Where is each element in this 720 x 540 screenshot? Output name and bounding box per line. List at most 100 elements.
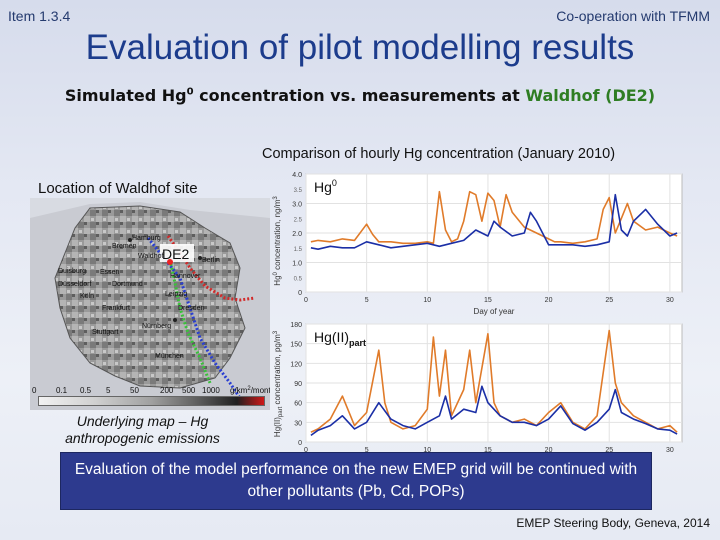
legend-ticks: 0 0.1 0.5 5 50 200 500 1000 g/km2/month <box>32 386 270 395</box>
hgii-title-base: Hg(II) <box>314 329 349 345</box>
city-label: Stuttgart <box>92 329 119 336</box>
legend-unit-period: /month <box>251 386 270 395</box>
subtitle-prefix: Simulated Hg <box>64 86 187 105</box>
legend-unit-superscript: 2 <box>247 386 251 392</box>
hg0-title-superscript: 0 <box>332 178 337 188</box>
city-label: Köln <box>80 293 94 300</box>
legend-tick: 500 <box>182 386 196 395</box>
x-tick-label: 15 <box>484 297 492 304</box>
city-label: Hannover <box>170 273 201 280</box>
hg0-ylabel-unit: 3 <box>273 196 279 200</box>
y-minor-tick-label: 0.5 <box>294 276 303 282</box>
c2-series-modelled <box>310 329 678 433</box>
y-tick-label: 3.0 <box>292 202 302 209</box>
hg0-xlabel: Day of year <box>474 307 515 316</box>
hg0-x-ticks: 0 5 10 15 20 25 30 <box>304 297 674 304</box>
y-tick-label: 4.0 <box>292 172 302 179</box>
x-tick-label: 25 <box>605 297 613 304</box>
hgii-title-subscript: part <box>349 338 366 348</box>
slide-title: Evaluation of pilot modelling results <box>85 28 635 67</box>
x-tick-label: 15 <box>484 447 492 454</box>
hgii-y-ticks: 0 30 60 90 120 150 180 <box>290 322 302 447</box>
subtitle-superscript: 0 <box>186 86 194 98</box>
legend-tick: 5 <box>106 386 111 395</box>
site-name: Waldhof <box>138 253 163 260</box>
legend-unit: g/km2/month <box>230 386 270 395</box>
site-code: DE2 <box>162 246 189 262</box>
x-tick-label: 20 <box>545 297 553 304</box>
x-tick-label: 10 <box>423 447 431 454</box>
c1-series-modelled <box>310 190 678 245</box>
hgii-ylabel-unit: 3 <box>273 330 279 334</box>
city-dot <box>173 318 177 322</box>
footer: EMEP Steering Body, Geneva, 2014 <box>516 516 710 530</box>
hgii-ylabel-base: Hg(II) <box>273 417 282 437</box>
hgii-x-ticks: 0 5 10 15 20 25 30 <box>304 447 674 454</box>
hg0-ylabel-base: Hg <box>273 275 282 285</box>
hg0-chart: 0 1.0 2.0 3.0 4.0 0.5 1.5 2.5 3.5 0 5 10 15 20 25 30 H… <box>273 172 683 316</box>
c1-series-measured <box>310 193 678 250</box>
y-tick-label: 0 <box>298 440 302 447</box>
hgii-series <box>310 329 678 437</box>
hgii-ylabel-subscript: part <box>278 406 284 417</box>
hg0-title: Hg0 <box>314 178 337 195</box>
slide-subtitle: Simulated Hg0 concentration vs. measurem… <box>0 86 720 105</box>
subtitle-site: Waldhof (DE2) <box>525 86 656 105</box>
location-label: Location of Waldhof site <box>38 180 198 197</box>
y-minor-tick-label: 2.5 <box>294 217 303 223</box>
city-label: Bremen <box>112 243 137 250</box>
city-label: Dortmund <box>112 281 143 288</box>
y-tick-label: 1.0 <box>292 261 302 268</box>
city-label: Duisburg <box>58 268 86 275</box>
hgii-ylabel-suffix: concentration, pg/m <box>273 334 282 407</box>
y-tick-label: 2.0 <box>292 231 302 238</box>
x-tick-label: 30 <box>666 297 674 304</box>
info-banner: Evaluation of the model performance on t… <box>60 452 652 510</box>
city-dot <box>198 256 202 260</box>
site-label-box <box>160 244 194 262</box>
c2-series-measured <box>310 385 678 437</box>
hg0-series <box>310 190 678 250</box>
y-tick-label: 60 <box>294 401 302 408</box>
hg0-title-base: Hg <box>314 179 332 195</box>
hg0-gridlines <box>305 173 682 293</box>
legend-colorbar <box>38 396 265 406</box>
y-minor-tick-label: 3.5 <box>294 188 303 194</box>
x-tick-label: 25 <box>605 447 613 454</box>
city-label: Dresden <box>178 305 205 312</box>
city-label: Nürnberg <box>142 323 171 330</box>
legend-tick: 50 <box>130 386 139 395</box>
x-tick-label: 5 <box>365 447 369 454</box>
city-label: München <box>155 353 184 360</box>
hg0-y-ticks: 0 1.0 2.0 3.0 4.0 0.5 1.5 2.5 3.5 <box>292 172 302 297</box>
city-label: Leipzig <box>165 291 187 298</box>
x-tick-label: 0 <box>304 447 308 454</box>
legend-unit-base: g/km <box>230 386 248 395</box>
y-tick-label: 90 <box>294 381 302 388</box>
map-caption: Underlying map – Hg anthropogenic emissi… <box>55 413 230 447</box>
map-caption-line2: anthropogenic emissions <box>65 430 220 446</box>
x-tick-label: 5 <box>365 297 369 304</box>
y-tick-label: 30 <box>294 420 302 427</box>
emission-map: Hamburg Bremen Berlin Hannover Essen Dor… <box>30 198 270 410</box>
comparison-label: Comparison of hourly Hg concentration (J… <box>262 146 616 162</box>
city-label: Frankfurt <box>102 305 130 312</box>
city-dot <box>128 238 132 242</box>
x-tick-label: 30 <box>666 447 674 454</box>
site-marker <box>167 259 173 265</box>
hg0-ylabel: Hg0 concentration, ng/m3 <box>273 196 282 286</box>
y-minor-tick-label: 1.5 <box>294 247 303 253</box>
city-label: Düsseldorf <box>58 281 92 288</box>
legend-tick: 0.5 <box>80 386 92 395</box>
item-number: Item 1.3.4 <box>8 8 71 24</box>
y-tick-label: 180 <box>290 322 302 329</box>
cooperation-label: Co-operation with TFMM <box>556 8 710 24</box>
y-tick-label: 0 <box>298 290 302 297</box>
subtitle-middle: concentration vs. measurements at <box>193 86 526 105</box>
city-label: Berlin <box>202 257 220 264</box>
hg0-ylabel-suffix: concentration, ng/m <box>273 199 282 272</box>
y-tick-label: 150 <box>290 342 302 349</box>
x-tick-label: 10 <box>423 297 431 304</box>
city-label: Hamburg <box>132 235 161 242</box>
